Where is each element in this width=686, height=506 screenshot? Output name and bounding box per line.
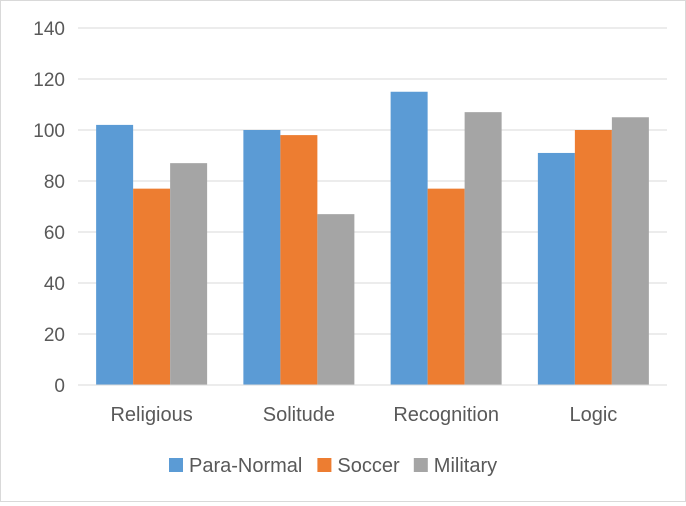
bar-para-normal-logic: [537, 152, 575, 385]
y-tick-label: 80: [44, 172, 65, 193]
legend-swatch-military: [413, 458, 428, 472]
x-category-label: Recognition: [393, 404, 499, 426]
bar-soccer-recognition: [427, 188, 465, 385]
y-axis-tick-labels: 0 20 40 60 80 100 120 140: [33, 19, 65, 397]
bar-military-recognition: [464, 112, 502, 386]
y-tick-label: 40: [44, 274, 65, 295]
bar-soccer-solitude: [280, 135, 318, 385]
bar-military-logic: [611, 117, 649, 385]
x-category-label: Solitude: [263, 404, 335, 426]
bar-para-normal-solitude: [243, 130, 281, 385]
y-tick-label: 120: [33, 70, 65, 91]
y-tick-label: 100: [33, 121, 65, 142]
bar-soccer-religious: [133, 188, 171, 385]
legend-swatch-soccer: [317, 458, 332, 472]
bars: [96, 91, 649, 386]
bar-military-religious: [170, 163, 208, 385]
legend-swatch-para-normal: [169, 458, 183, 472]
legend-label-military: Military: [434, 455, 497, 477]
y-tick-label: 60: [44, 223, 65, 244]
y-tick-label: 20: [44, 325, 65, 346]
y-tick-label: 0: [54, 376, 65, 397]
bar-military-solitude: [317, 214, 355, 385]
bar-para-normal-recognition: [390, 91, 428, 385]
legend-label-para-normal: Para-Normal: [189, 455, 302, 477]
legend: Para-Normal Soccer Military: [169, 455, 497, 477]
x-category-label: Religious: [110, 404, 192, 426]
y-tick-label: 140: [33, 19, 65, 40]
x-category-label: Logic: [569, 404, 617, 426]
bar-soccer-logic: [574, 130, 612, 385]
x-axis-category-labels: Religious Solitude Recognition Logic: [110, 404, 617, 426]
bar-para-normal-religious: [96, 124, 134, 386]
legend-label-soccer: Soccer: [337, 455, 400, 477]
